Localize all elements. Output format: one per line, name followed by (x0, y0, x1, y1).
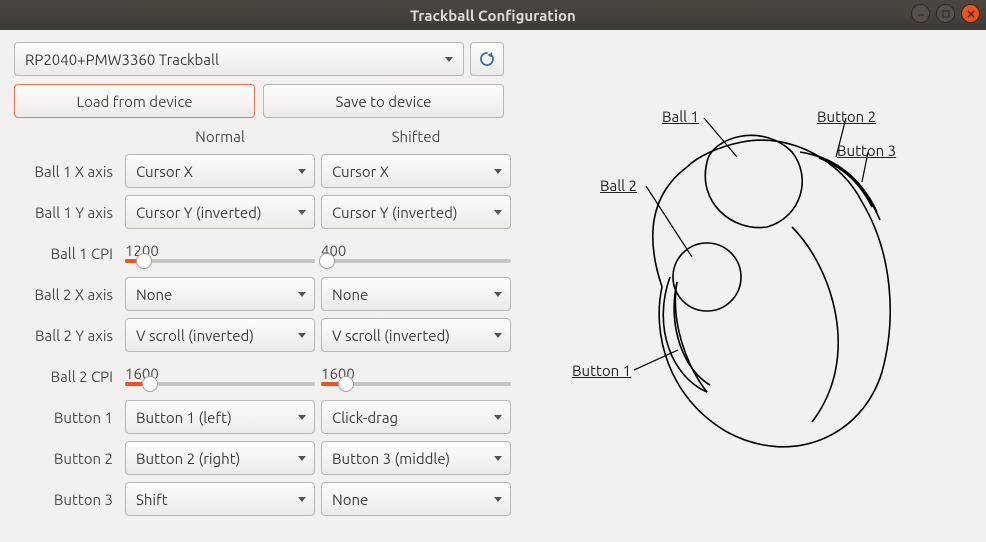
slider-thumb[interactable] (338, 376, 354, 392)
slider-normal[interactable]: 1600 (125, 359, 315, 393)
refresh-icon (478, 50, 496, 68)
maximize-button[interactable] (936, 4, 955, 23)
device-selected-label: RP2040+PMW3360 Trackball (25, 51, 445, 68)
combo-value: Cursor Y (inverted) (136, 204, 298, 221)
slider-thumb[interactable] (319, 253, 335, 269)
chevron-down-icon (494, 169, 502, 174)
chevron-down-icon (494, 415, 502, 420)
combo-normal[interactable]: None (125, 277, 315, 311)
combo-normal[interactable]: V scroll (inverted) (125, 318, 315, 352)
chevron-down-icon (298, 292, 306, 297)
chevron-down-icon (494, 210, 502, 215)
diagram-label-button2: Button 2 (817, 108, 876, 125)
column-header-normal: Normal (125, 128, 315, 147)
slider-shifted[interactable]: 400 (321, 236, 511, 270)
chevron-down-icon (298, 210, 306, 215)
slider-track[interactable] (321, 259, 511, 263)
device-select[interactable]: RP2040+PMW3360 Trackball (14, 42, 464, 76)
slider-thumb[interactable] (142, 376, 158, 392)
column-header-shifted: Shifted (321, 128, 511, 147)
chevron-down-icon (494, 292, 502, 297)
combo-value: Cursor Y (inverted) (332, 204, 494, 221)
chevron-down-icon (298, 169, 306, 174)
combo-normal[interactable]: Shift (125, 482, 315, 516)
chevron-down-icon (494, 333, 502, 338)
diagram-panel: Ball 1 Ball 2 Button 1 Button 2 Button 3 (522, 42, 972, 516)
row-label: Ball 2 X axis (14, 286, 119, 303)
chevron-down-icon (494, 456, 502, 461)
slider-track[interactable] (125, 382, 315, 386)
combo-normal[interactable]: Button 2 (right) (125, 441, 315, 475)
combo-normal[interactable]: Cursor X (125, 154, 315, 188)
row-label: Button 1 (14, 409, 119, 426)
trackball-diagram: Ball 1 Ball 2 Button 1 Button 2 Button 3 (532, 102, 972, 465)
minimize-icon (916, 9, 926, 19)
slider-track[interactable] (321, 382, 511, 386)
slider-shifted[interactable]: 1600 (321, 359, 511, 393)
config-panel: RP2040+PMW3360 Trackball Load from devic… (14, 42, 504, 516)
titlebar: Trackball Configuration (0, 0, 986, 30)
chevron-down-icon (494, 497, 502, 502)
chevron-down-icon (445, 57, 453, 62)
save-button[interactable]: Save to device (263, 84, 504, 118)
combo-value: Cursor X (332, 163, 494, 180)
row-label: Button 2 (14, 450, 119, 467)
window-controls (911, 4, 980, 23)
row-label: Ball 1 Y axis (14, 204, 119, 221)
row-label: Ball 2 Y axis (14, 327, 119, 344)
combo-value: V scroll (inverted) (332, 327, 494, 344)
combo-value: Button 1 (left) (136, 409, 298, 426)
slider-value: 400 (321, 244, 511, 258)
combo-value: None (332, 491, 494, 508)
diagram-label-ball2: Ball 2 (600, 177, 637, 194)
combo-shifted[interactable]: Click-drag (321, 400, 511, 434)
refresh-button[interactable] (470, 42, 504, 76)
close-button[interactable] (961, 4, 980, 23)
combo-value: V scroll (inverted) (136, 327, 298, 344)
maximize-icon (941, 9, 951, 19)
window-title: Trackball Configuration (0, 7, 986, 24)
slider-value: 1200 (125, 244, 315, 258)
combo-shifted[interactable]: None (321, 277, 511, 311)
combo-value: None (136, 286, 298, 303)
slider-thumb[interactable] (136, 253, 152, 269)
row-label: Ball 2 CPI (14, 368, 119, 385)
row-label: Ball 1 X axis (14, 163, 119, 180)
diagram-label-button3: Button 3 (837, 142, 896, 159)
row-label: Button 3 (14, 491, 119, 508)
combo-value: Button 2 (right) (136, 450, 298, 467)
combo-shifted[interactable]: None (321, 482, 511, 516)
chevron-down-icon (298, 497, 306, 502)
row-label: Ball 1 CPI (14, 245, 119, 262)
combo-normal[interactable]: Cursor Y (inverted) (125, 195, 315, 229)
combo-shifted[interactable]: Button 3 (middle) (321, 441, 511, 475)
diagram-label-ball1: Ball 1 (662, 108, 699, 125)
combo-value: Shift (136, 491, 298, 508)
slider-track[interactable] (125, 259, 315, 263)
slider-normal[interactable]: 1200 (125, 236, 315, 270)
config-grid: Normal Shifted Ball 1 X axisCursor XCurs… (14, 128, 504, 516)
chevron-down-icon (298, 415, 306, 420)
combo-shifted[interactable]: Cursor X (321, 154, 511, 188)
combo-value: None (332, 286, 494, 303)
combo-shifted[interactable]: V scroll (inverted) (321, 318, 511, 352)
combo-value: Button 3 (middle) (332, 450, 494, 467)
combo-normal[interactable]: Button 1 (left) (125, 400, 315, 434)
combo-value: Click-drag (332, 409, 494, 426)
close-icon (966, 9, 976, 19)
combo-value: Cursor X (136, 163, 298, 180)
chevron-down-icon (298, 456, 306, 461)
minimize-button[interactable] (911, 4, 930, 23)
load-button[interactable]: Load from device (14, 84, 255, 118)
combo-shifted[interactable]: Cursor Y (inverted) (321, 195, 511, 229)
trackball-svg (532, 102, 972, 462)
chevron-down-icon (298, 333, 306, 338)
diagram-label-button1: Button 1 (572, 362, 631, 379)
content: RP2040+PMW3360 Trackball Load from devic… (0, 30, 986, 528)
